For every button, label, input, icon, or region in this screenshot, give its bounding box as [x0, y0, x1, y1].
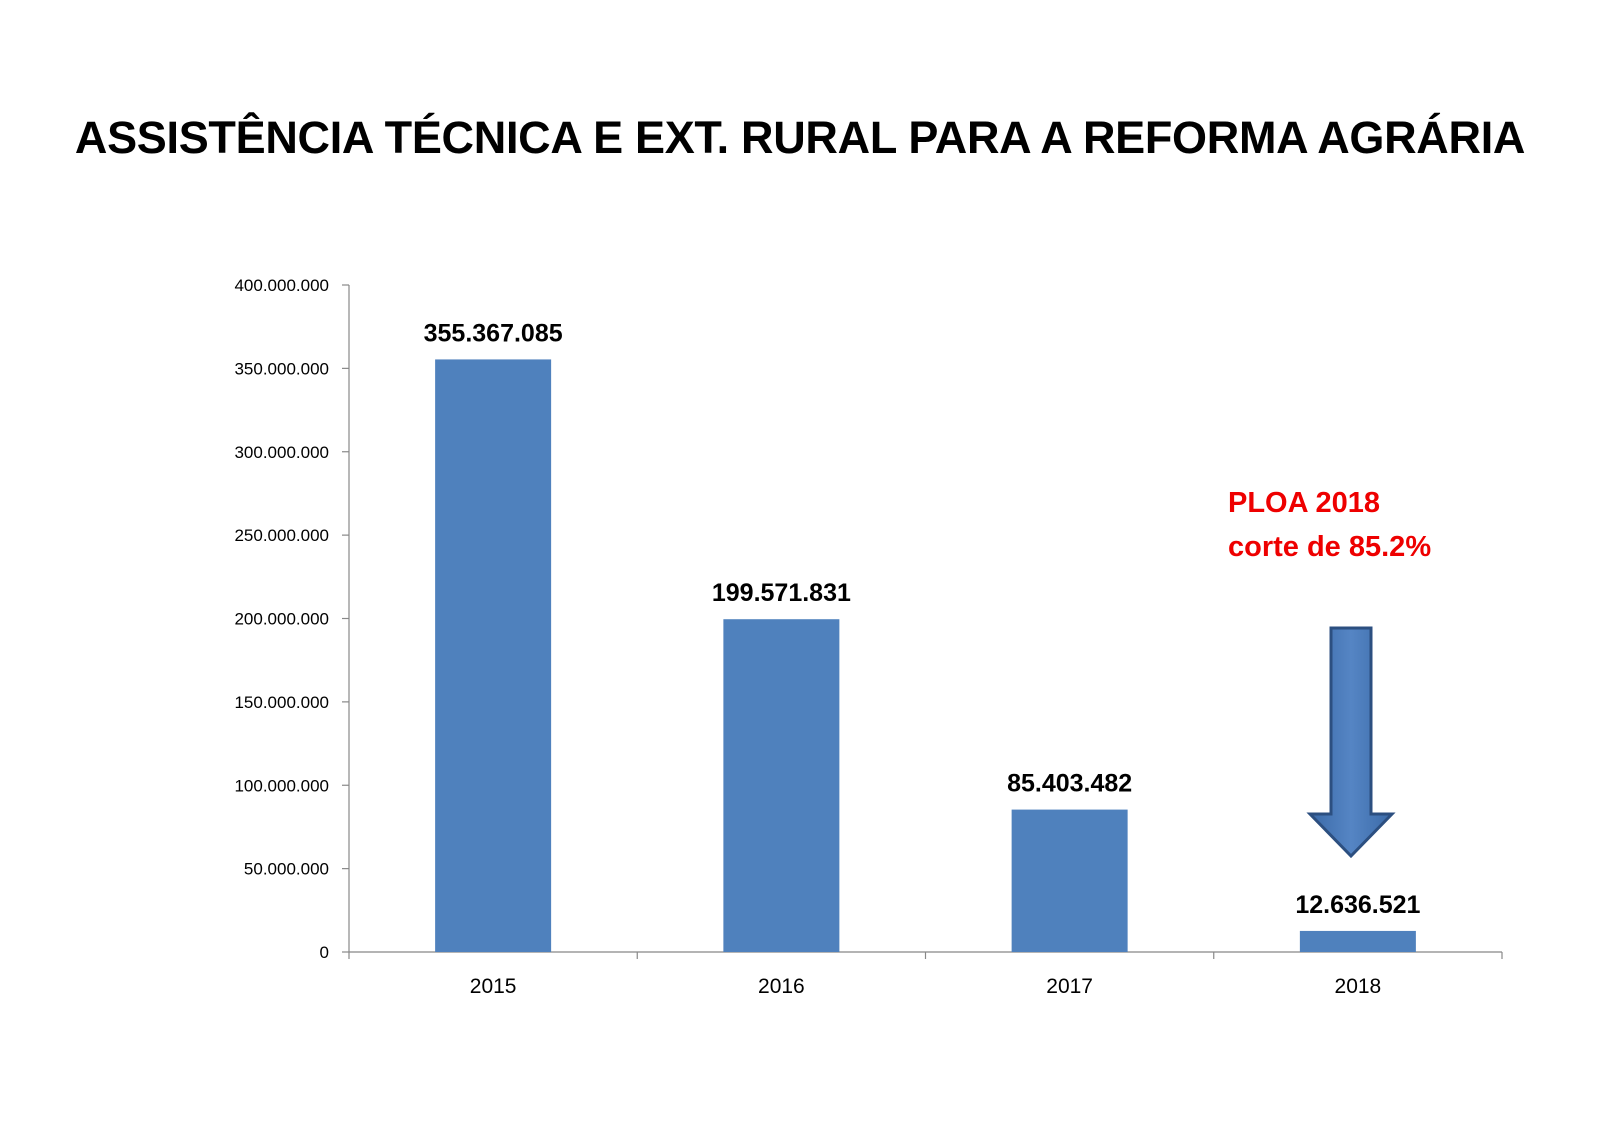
- y-tick-label: 0: [320, 943, 329, 962]
- data-label-2018: 12.636.521: [1295, 891, 1420, 919]
- data-label-2016: 199.571.831: [712, 579, 851, 607]
- y-tick-label: 150.000.000: [234, 693, 329, 712]
- chart-data-labels: 355.367.085 199.571.831 85.403.482 12.636.5…: [424, 319, 1421, 919]
- data-label-2017: 85.403.482: [1007, 770, 1132, 798]
- y-tick-label: 100.000.000: [234, 776, 329, 795]
- bar-2016: [723, 619, 840, 952]
- bar-2017: [1011, 809, 1128, 952]
- y-tick-label: 400.000.000: [234, 276, 329, 295]
- x-tick-label: 2016: [758, 975, 805, 998]
- x-tick-label: 2018: [1335, 975, 1382, 998]
- y-axis-ticks: 0 50.000.000 100.000.000 150.000.000 200.000…: [234, 276, 349, 962]
- page-title: ASSISTÊNCIA TÉCNICA E EXT. RURAL PARA A …: [74, 112, 1526, 163]
- y-tick-label: 300.000.000: [234, 443, 329, 462]
- y-tick-label: 200.000.000: [234, 610, 329, 629]
- chart-bars: [435, 359, 1416, 952]
- down-arrow-icon: [1306, 626, 1396, 859]
- y-tick-label: 250.000.000: [234, 526, 329, 545]
- bar-2018: [1299, 930, 1416, 952]
- bar-2015: [435, 359, 552, 952]
- annotation-line-2: corte de 85.2%: [1228, 531, 1431, 563]
- y-tick-label: 350.000.000: [234, 359, 329, 378]
- x-axis-labels: 2015 2016 2017 2018: [470, 975, 1381, 998]
- y-tick-label: 50.000.000: [244, 860, 329, 879]
- chart-annotation: PLOA 2018 corte de 85.2%: [1228, 487, 1431, 859]
- x-tick-label: 2017: [1046, 975, 1093, 998]
- x-tick-label: 2015: [470, 975, 517, 998]
- annotation-line-1: PLOA 2018: [1228, 487, 1380, 519]
- data-label-2015: 355.367.085: [424, 319, 563, 347]
